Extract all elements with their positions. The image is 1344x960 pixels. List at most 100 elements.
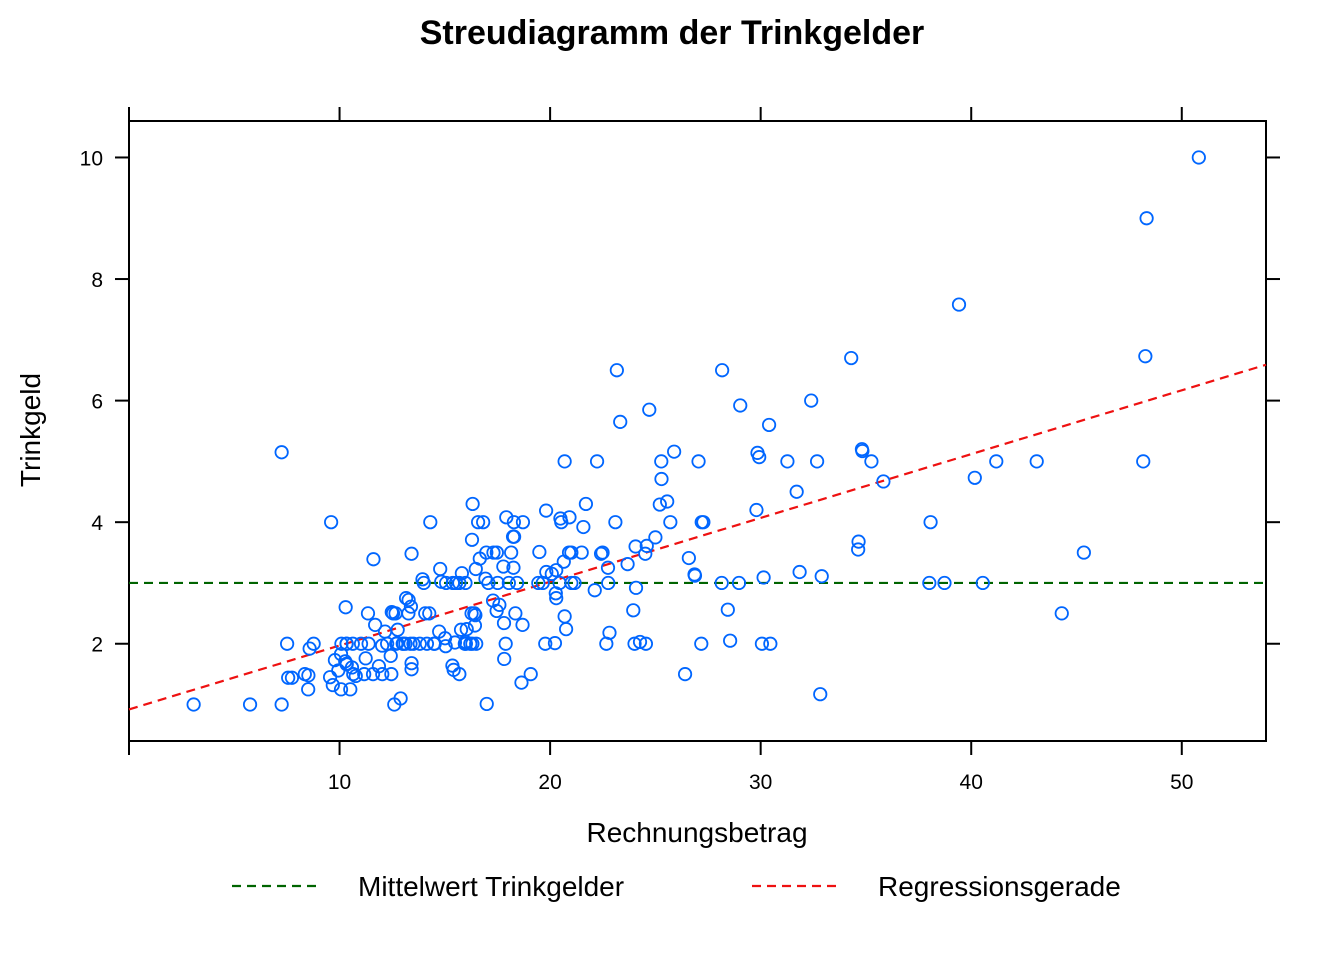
data-point bbox=[339, 636, 354, 651]
data-point bbox=[557, 609, 572, 624]
data-point bbox=[393, 691, 408, 706]
data-point bbox=[589, 454, 605, 469]
data-point bbox=[714, 575, 729, 591]
data-point bbox=[554, 515, 569, 530]
data-point bbox=[844, 350, 859, 366]
data-point bbox=[694, 636, 709, 651]
data-point bbox=[663, 515, 678, 530]
data-point bbox=[804, 393, 819, 408]
data-point bbox=[1076, 545, 1091, 560]
data-point bbox=[333, 682, 349, 697]
data-point bbox=[923, 515, 938, 530]
data-point bbox=[792, 564, 807, 580]
data-point bbox=[384, 667, 399, 682]
data-point bbox=[648, 530, 663, 545]
data-point bbox=[403, 599, 419, 614]
data-point bbox=[471, 515, 486, 530]
x-tick-label: 50 bbox=[1170, 771, 1193, 794]
data-point bbox=[1054, 606, 1069, 621]
x-tick-label: 20 bbox=[538, 771, 561, 794]
data-point bbox=[404, 656, 419, 671]
data-point bbox=[1191, 150, 1206, 165]
data-point bbox=[593, 546, 609, 561]
data-point bbox=[501, 575, 516, 591]
data-point bbox=[557, 454, 572, 469]
data-point bbox=[749, 502, 764, 518]
regression-line bbox=[128, 363, 1267, 711]
data-point bbox=[514, 675, 529, 690]
data-point bbox=[479, 696, 494, 712]
data-point bbox=[509, 575, 525, 591]
data-point bbox=[481, 575, 496, 591]
data-point bbox=[1138, 349, 1153, 364]
data-point bbox=[506, 515, 521, 530]
data-point bbox=[538, 636, 553, 651]
data-point bbox=[465, 636, 480, 651]
data-point bbox=[559, 622, 574, 637]
data-point bbox=[532, 544, 547, 560]
data-point bbox=[325, 677, 340, 693]
data-point bbox=[452, 667, 467, 682]
data-point bbox=[412, 636, 427, 651]
data-point bbox=[638, 636, 654, 651]
data-point bbox=[452, 575, 467, 591]
data-point bbox=[348, 668, 363, 684]
data-point bbox=[715, 363, 730, 378]
data-point bbox=[654, 471, 669, 487]
data-point bbox=[390, 622, 405, 637]
data-point bbox=[418, 606, 433, 621]
plot-frame bbox=[128, 120, 1267, 742]
data-point bbox=[515, 617, 530, 633]
data-point bbox=[975, 575, 990, 591]
data-point bbox=[632, 634, 648, 650]
data-point bbox=[754, 636, 770, 651]
x-tick-label: 40 bbox=[960, 771, 983, 794]
data-point bbox=[691, 454, 706, 469]
y-tick-label: 6 bbox=[91, 391, 103, 414]
data-point bbox=[609, 363, 624, 378]
data-point bbox=[937, 575, 952, 591]
data-point bbox=[404, 546, 419, 561]
data-point bbox=[506, 560, 521, 575]
data-point bbox=[438, 639, 453, 654]
data-point bbox=[761, 417, 777, 433]
data-point bbox=[353, 636, 369, 651]
legend-label: Mittelwert Trinkgelder bbox=[358, 871, 624, 902]
data-point bbox=[357, 667, 372, 682]
data-point bbox=[578, 496, 594, 512]
data-point bbox=[756, 570, 771, 585]
data-point bbox=[306, 636, 321, 651]
y-tick-label: 2 bbox=[91, 634, 103, 657]
data-point bbox=[458, 636, 473, 651]
data-point bbox=[468, 608, 483, 623]
y-tick-label: 8 bbox=[91, 269, 103, 292]
data-point bbox=[608, 515, 623, 530]
data-point bbox=[642, 402, 657, 417]
data-point bbox=[567, 575, 582, 591]
data-point bbox=[334, 636, 349, 651]
data-point bbox=[626, 603, 641, 618]
legend-label: Regressionsgerade bbox=[878, 871, 1121, 902]
data-points bbox=[186, 150, 1206, 712]
data-point bbox=[652, 497, 667, 512]
data-point bbox=[498, 636, 513, 651]
data-point bbox=[515, 515, 531, 530]
data-point bbox=[531, 575, 546, 591]
y-tick-label: 10 bbox=[80, 147, 103, 170]
data-point bbox=[465, 496, 480, 512]
data-point bbox=[628, 580, 644, 595]
data-point bbox=[496, 615, 512, 631]
data-point bbox=[654, 454, 669, 469]
data-point bbox=[458, 575, 473, 591]
data-point bbox=[809, 454, 825, 469]
data-point bbox=[361, 636, 376, 651]
x-axis-title: Rechnungsbetrag bbox=[586, 817, 807, 848]
data-point bbox=[687, 568, 703, 583]
y-axis-title: Trinkgeld bbox=[15, 373, 46, 487]
data-point bbox=[398, 636, 413, 651]
data-point bbox=[814, 569, 829, 584]
data-point bbox=[368, 617, 383, 633]
data-point bbox=[989, 454, 1004, 469]
data-point bbox=[406, 636, 421, 651]
